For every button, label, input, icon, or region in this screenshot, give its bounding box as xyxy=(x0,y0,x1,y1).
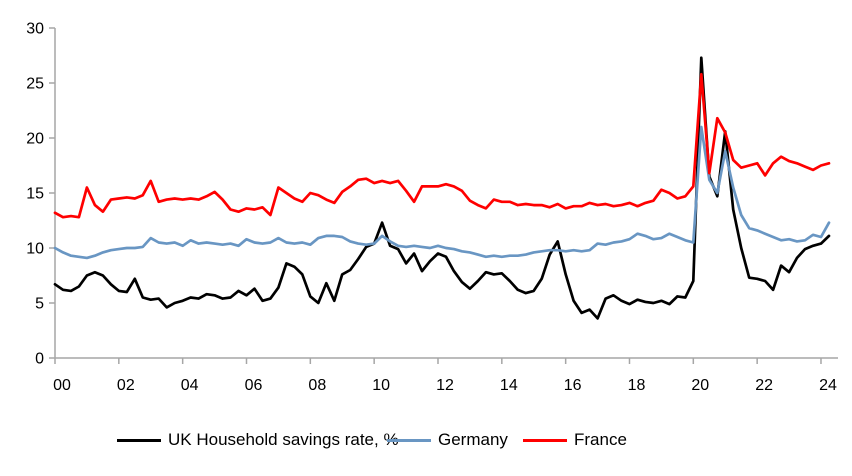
legend-item-germany: Germany xyxy=(387,428,508,452)
uk-line-sample-icon xyxy=(117,438,161,442)
series-line-germany xyxy=(53,125,831,260)
x-tick-label: 08 xyxy=(308,377,326,394)
germany-line-sample-icon xyxy=(387,438,431,442)
y-tick-label: 20 xyxy=(26,131,44,148)
legend-item-france: France xyxy=(523,428,627,452)
y-tick-label: 30 xyxy=(26,21,44,38)
x-tick-label: 06 xyxy=(245,377,263,394)
y-tick-label: 15 xyxy=(26,186,44,203)
x-tick-label: 16 xyxy=(564,377,582,394)
y-tick-label: 5 xyxy=(35,296,44,313)
plot-area: 0 5 10 15 20 25 30 00 02 04 06 08 10 12 14 16 18 20 22 24 xyxy=(26,21,838,394)
legend-label-uk: UK Household savings rate, % xyxy=(168,430,399,449)
x-tick-label: 00 xyxy=(53,377,71,394)
x-tick-label: 04 xyxy=(181,377,199,394)
x-tick-label: 02 xyxy=(117,377,135,394)
legend-label-germany: Germany xyxy=(438,430,508,449)
legend: UK Household savings rate, % Germany Fra… xyxy=(0,428,852,452)
y-tick-label: 25 xyxy=(26,76,44,93)
y-tick-label: 0 xyxy=(35,351,44,368)
x-tick-label: 14 xyxy=(500,377,518,394)
x-tick-label: 24 xyxy=(819,377,837,394)
x-tick-label: 18 xyxy=(628,377,646,394)
france-line-sample-icon xyxy=(523,438,567,442)
x-tick-label: 10 xyxy=(372,377,390,394)
series-line-france xyxy=(53,72,831,219)
x-tick-label: 22 xyxy=(755,377,773,394)
legend-label-france: France xyxy=(574,430,627,449)
legend-item-uk: UK Household savings rate, % xyxy=(117,428,399,452)
y-tick-label: 10 xyxy=(26,241,44,258)
x-tick-label: 12 xyxy=(436,377,454,394)
x-tick-label: 20 xyxy=(691,377,709,394)
